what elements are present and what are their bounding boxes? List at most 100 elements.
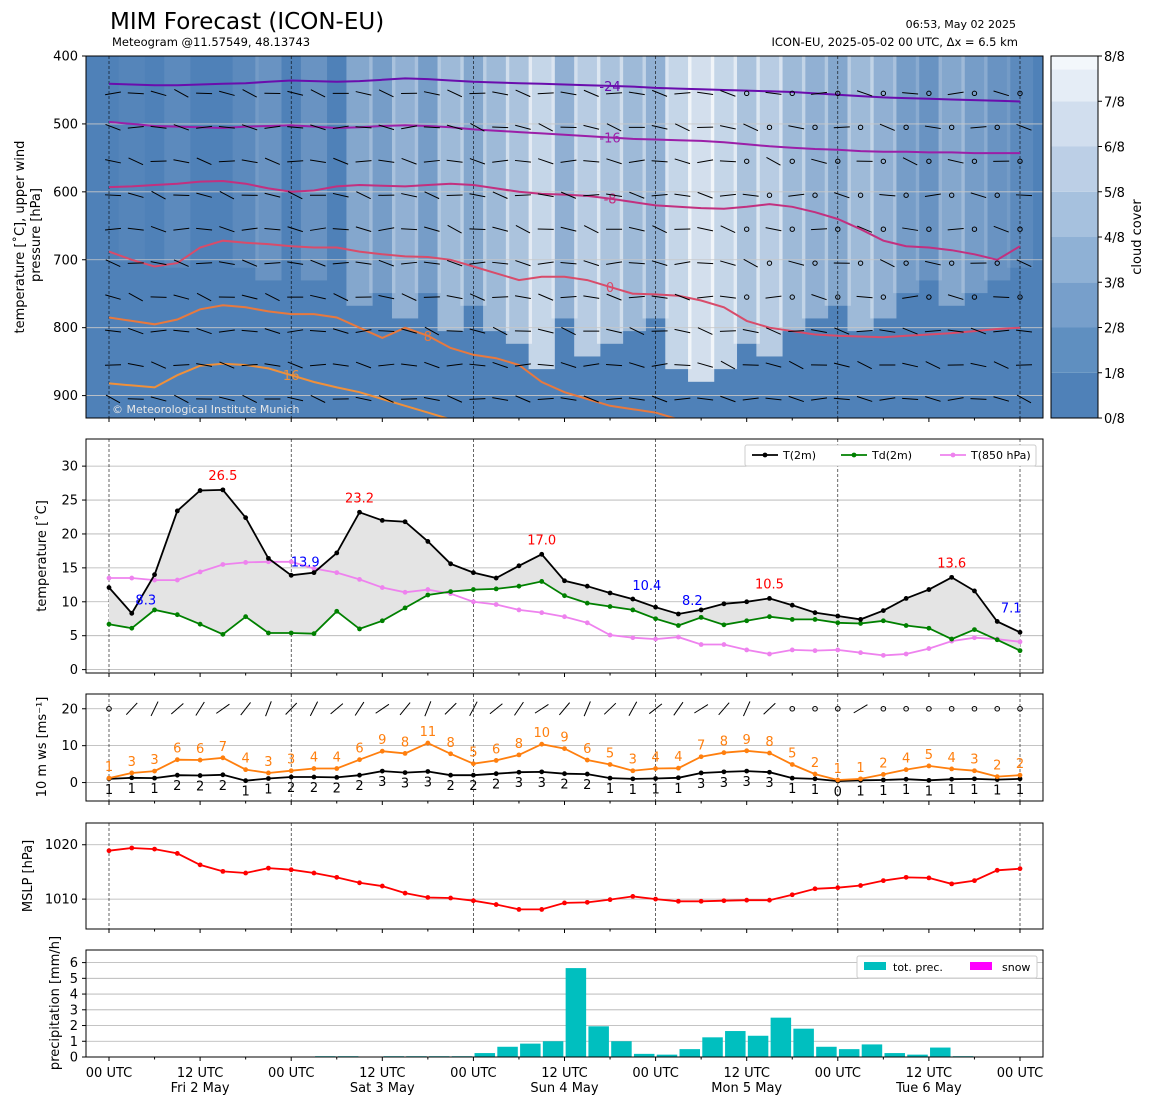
- calm-wind-marker: [835, 226, 841, 232]
- data-point-ws10: [812, 771, 818, 777]
- wind-barb: [333, 293, 349, 302]
- data-point-ws10: [562, 746, 567, 752]
- data-point-t2m: [994, 619, 1000, 624]
- wind-barb: [606, 328, 622, 334]
- wind-barb: [446, 295, 463, 300]
- data-point-gust: [972, 776, 977, 782]
- wind-speed-label: 3: [128, 755, 136, 770]
- wind-barb: [834, 192, 850, 199]
- chart-subtitle: Meteogram @11.57549, 48.13743: [112, 35, 310, 49]
- calm-wind-marker: [789, 705, 796, 712]
- wind-barb: [447, 89, 463, 98]
- data-point-mslp: [425, 895, 431, 900]
- wind-barb: [469, 158, 486, 165]
- wind-barb: [537, 193, 554, 198]
- wind-barb: [583, 395, 599, 403]
- extremum-label: 8.3: [135, 593, 156, 608]
- wind-barb: [583, 295, 600, 299]
- copyright-notice: © Meteorological Institute Munich: [112, 403, 299, 416]
- wind-speed-label: 8: [401, 735, 409, 750]
- data-point-ws10: [379, 748, 385, 754]
- data-point-t850: [926, 646, 932, 651]
- wind-barb: [378, 259, 394, 267]
- wind-barb: [538, 293, 554, 301]
- data-point-mslp: [448, 895, 454, 901]
- wind-barb: [697, 159, 714, 164]
- isotherm-line: [108, 239, 1021, 339]
- mslp-panel-frame: [85, 822, 1044, 930]
- wind-barb: [742, 364, 759, 366]
- wind-barb: [424, 361, 440, 369]
- wind-low-label: 1: [925, 784, 933, 799]
- x-tick-label: 12 UTC: [723, 1066, 769, 1081]
- wind-barb: [560, 91, 577, 96]
- data-point-gust: [607, 775, 613, 781]
- wind-barb: [720, 225, 736, 234]
- calm-wind-marker: [1017, 158, 1023, 164]
- precipitation-bar: [793, 1028, 814, 1057]
- x-tick-label: 00 UTC: [268, 1066, 314, 1081]
- wind-barb: [538, 123, 554, 132]
- data-point-t850: [903, 651, 909, 657]
- wind-barb: [150, 296, 167, 298]
- data-point-gust: [152, 775, 157, 781]
- wind-barb: [629, 362, 645, 368]
- data-point-t850: [471, 599, 476, 605]
- wind-speed-label: 6: [196, 742, 204, 757]
- wind-barb: [332, 125, 349, 130]
- wind-barb: [651, 125, 668, 130]
- extremum-label: 8.2: [682, 594, 703, 609]
- wind-barb: [219, 90, 235, 96]
- wind-low-label: 1: [879, 784, 887, 799]
- data-point-t2m: [675, 611, 681, 617]
- wind-barb: [469, 261, 486, 265]
- wind-barb: [719, 193, 736, 197]
- wind-barb: [834, 327, 850, 335]
- wind-barb: [401, 398, 418, 400]
- isotherm-label: 0: [606, 281, 614, 296]
- wind-barb: [583, 260, 600, 267]
- wind-barb: [264, 262, 281, 265]
- precipitation-bar: [884, 1053, 905, 1057]
- wind-barb: [853, 704, 868, 714]
- wind-barb: [125, 702, 138, 715]
- wind-barb: [469, 92, 486, 95]
- wind-barb: [309, 363, 326, 367]
- wind-low-label: 2: [196, 780, 204, 795]
- wind-low-label: 2: [355, 779, 363, 794]
- wind-barb: [970, 398, 987, 400]
- precipitation-bar: [838, 1049, 860, 1057]
- wind-barb: [514, 701, 524, 716]
- wind-barb: [947, 227, 964, 231]
- precipitation-bar: [474, 1053, 496, 1057]
- wind-low-label: 2: [287, 781, 295, 796]
- wind-barb: [264, 125, 281, 129]
- data-point-td2m: [858, 621, 863, 626]
- wind-low-label: 2: [446, 779, 454, 794]
- x-day-label: Sat 3 May: [350, 1081, 415, 1096]
- x-tick-label: 00 UTC: [86, 1066, 132, 1081]
- wind-barb: [583, 194, 600, 197]
- data-point-ws10: [197, 757, 203, 763]
- cloud-cover-cell: [779, 56, 806, 332]
- wind-speed-label: 1: [834, 762, 842, 777]
- data-point-t2m: [129, 610, 135, 616]
- data-point-ws10: [653, 766, 658, 771]
- wind-speed-label: 5: [925, 748, 933, 763]
- data-point-mslp: [106, 848, 112, 854]
- data-point-t850: [243, 560, 249, 565]
- wind-barb: [264, 227, 281, 231]
- wind-barb: [401, 193, 418, 198]
- data-point-t2m: [266, 555, 271, 561]
- wind-low-label: 1: [264, 782, 272, 797]
- wind-barb: [560, 226, 577, 232]
- data-point-ws10: [106, 775, 112, 781]
- wind-barb: [515, 89, 531, 98]
- data-point-t2m: [106, 585, 112, 590]
- data-point-ws10: [288, 768, 294, 774]
- data-point-mslp: [994, 867, 1000, 873]
- wind-barb: [697, 191, 713, 199]
- wind-barb: [196, 157, 212, 165]
- temperature-axis: 0 5 10 15 20 25 30: [61, 460, 86, 678]
